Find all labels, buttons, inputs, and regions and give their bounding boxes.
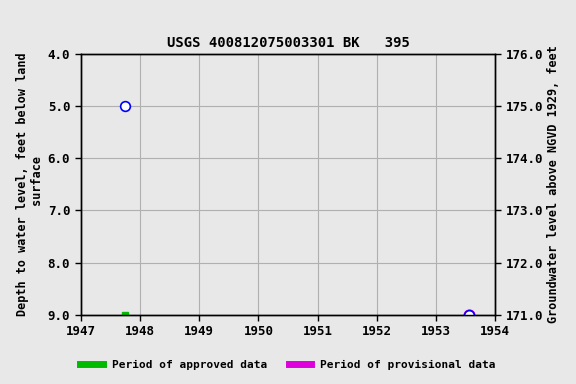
- Y-axis label: Depth to water level, feet below land
 surface: Depth to water level, feet below land su…: [16, 53, 44, 316]
- Legend: Period of approved data, Period of provisional data: Period of approved data, Period of provi…: [76, 356, 500, 375]
- Y-axis label: Groundwater level above NGVD 1929, feet: Groundwater level above NGVD 1929, feet: [547, 45, 560, 323]
- Title: USGS 400812075003301 BK   395: USGS 400812075003301 BK 395: [166, 36, 410, 50]
